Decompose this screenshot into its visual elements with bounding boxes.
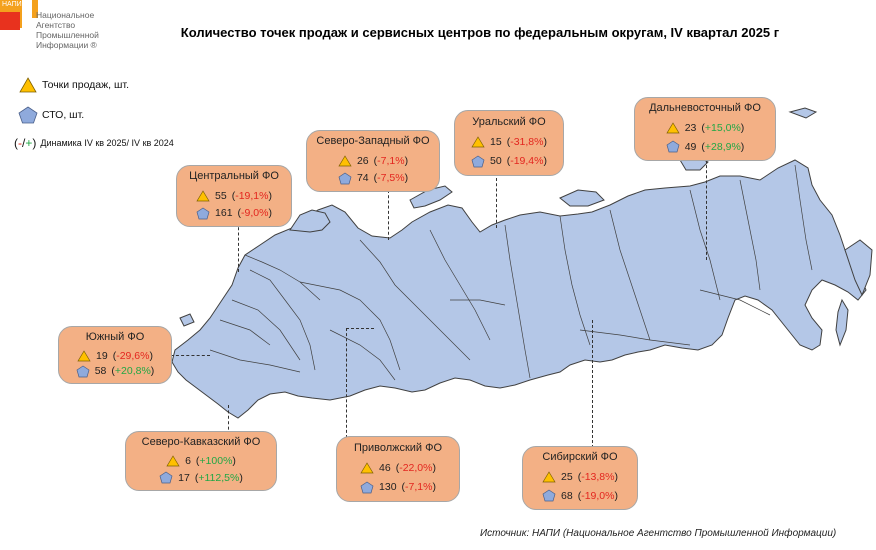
kaliningrad — [179, 313, 195, 327]
dynamics-value: +112,5% — [198, 471, 240, 484]
leader-fareast — [706, 160, 707, 260]
leader-central — [238, 222, 239, 272]
logo-name: Национальное Агентство Промышленной Инфо… — [36, 10, 99, 50]
leader-siberia — [592, 320, 593, 448]
pentagon-icon — [471, 155, 485, 168]
page-title: Количество точек продаж и сервисных цент… — [180, 25, 780, 40]
leader-volga-h — [346, 328, 374, 329]
triangle-icon — [14, 77, 42, 93]
pentagon-icon — [76, 365, 90, 378]
dynamics-value: -19,1% — [235, 189, 269, 202]
callout-ural: Уральский ФО 15 (-31,8%) 50 (-19,4%) — [454, 110, 564, 176]
dynamics-value: +100% — [199, 455, 233, 468]
triangle-icon — [77, 350, 91, 362]
triangle-icon — [196, 190, 210, 202]
dynamics-value: +28,9% — [704, 140, 741, 153]
callout-central: Центральный ФО 55 (-19,1%) 161 (-9,0%) — [176, 165, 292, 227]
leader-ncaucasus — [228, 405, 229, 435]
dynamics-value: +15,0% — [704, 122, 741, 135]
source-note: Источник: НАПИ (Национальное Агентство П… — [480, 528, 837, 539]
dynamics-value: +20,8% — [114, 365, 151, 378]
callout-volga: Приволжский ФО 46 (-22,0%) 130 (-7,1%) — [336, 436, 460, 502]
callout-siberia: Сибирский ФО 25 (-13,8%) 68 (-19,0%) — [522, 446, 638, 510]
sakhalin-island — [835, 298, 849, 347]
leader-south — [150, 355, 210, 356]
callout-ncaucasus: Северо-Кавказский ФО 6 (+100%) 17 (+112,5%… — [125, 431, 277, 491]
pentagon-icon — [360, 481, 374, 494]
russia-outline — [171, 159, 867, 419]
triangle-icon — [666, 122, 680, 134]
map-legend: Точки продаж, шт. СТО, шт. (-/+) Динамик… — [14, 70, 174, 156]
dynamics-value: -19,0% — [581, 489, 615, 502]
triangle-icon — [471, 136, 485, 148]
logo-abbr: НАПИ — [2, 1, 22, 8]
leader-ural — [496, 178, 497, 228]
triangle-icon — [542, 471, 556, 483]
leader-northwest — [388, 190, 389, 240]
dynamics-value: -19,4% — [510, 155, 544, 167]
pentagon-icon — [666, 140, 680, 153]
leader-volga — [346, 328, 347, 438]
pentagon-icon — [196, 207, 210, 220]
pentagon-icon — [14, 106, 42, 124]
dynamics-value: -31,8% — [510, 136, 544, 148]
triangle-icon — [338, 155, 352, 167]
callout-fareast: Дальневосточный ФО 23 (+15,0%) 49 (+28,9%) — [634, 97, 776, 161]
kola-peninsula — [289, 209, 331, 233]
legend-dynamics: (-/+) Динамика IV кв 2025/ IV кв 2024 — [14, 136, 174, 150]
legend-service: СТО, шт. — [14, 100, 174, 130]
pentagon-icon — [159, 471, 173, 484]
dynamics-value: -7,1% — [377, 154, 405, 167]
logo-bar — [32, 0, 38, 18]
dynamics-value: -7,1% — [405, 481, 433, 493]
pentagon-icon — [542, 489, 556, 502]
wrangel-island — [788, 107, 818, 119]
logo-red-square — [0, 12, 20, 30]
kamchatka — [844, 239, 873, 297]
callout-northwest: Северо-Западный ФО 26 (-7,1%) 74 (-7,5%) — [306, 130, 440, 192]
pentagon-icon — [338, 172, 352, 185]
dynamics-value: -13,8% — [581, 471, 615, 484]
callout-south: Южный ФО 19 (-29,6%) 58 (+20,8%) — [58, 326, 172, 384]
dynamics-value: -9,0% — [241, 207, 269, 220]
triangle-icon — [166, 455, 180, 467]
triangle-icon — [360, 462, 374, 474]
dynamics-value: -29,6% — [116, 349, 150, 362]
region-borders — [209, 164, 813, 381]
dynamics-value: -22,0% — [399, 462, 433, 474]
legend-sales: Точки продаж, шт. — [14, 70, 174, 100]
dynamics-value: -7,5% — [377, 172, 405, 185]
napi-logo: НАПИ Национальное Агентство Промышленной… — [0, 0, 110, 60]
taimyr-islands — [559, 189, 605, 207]
